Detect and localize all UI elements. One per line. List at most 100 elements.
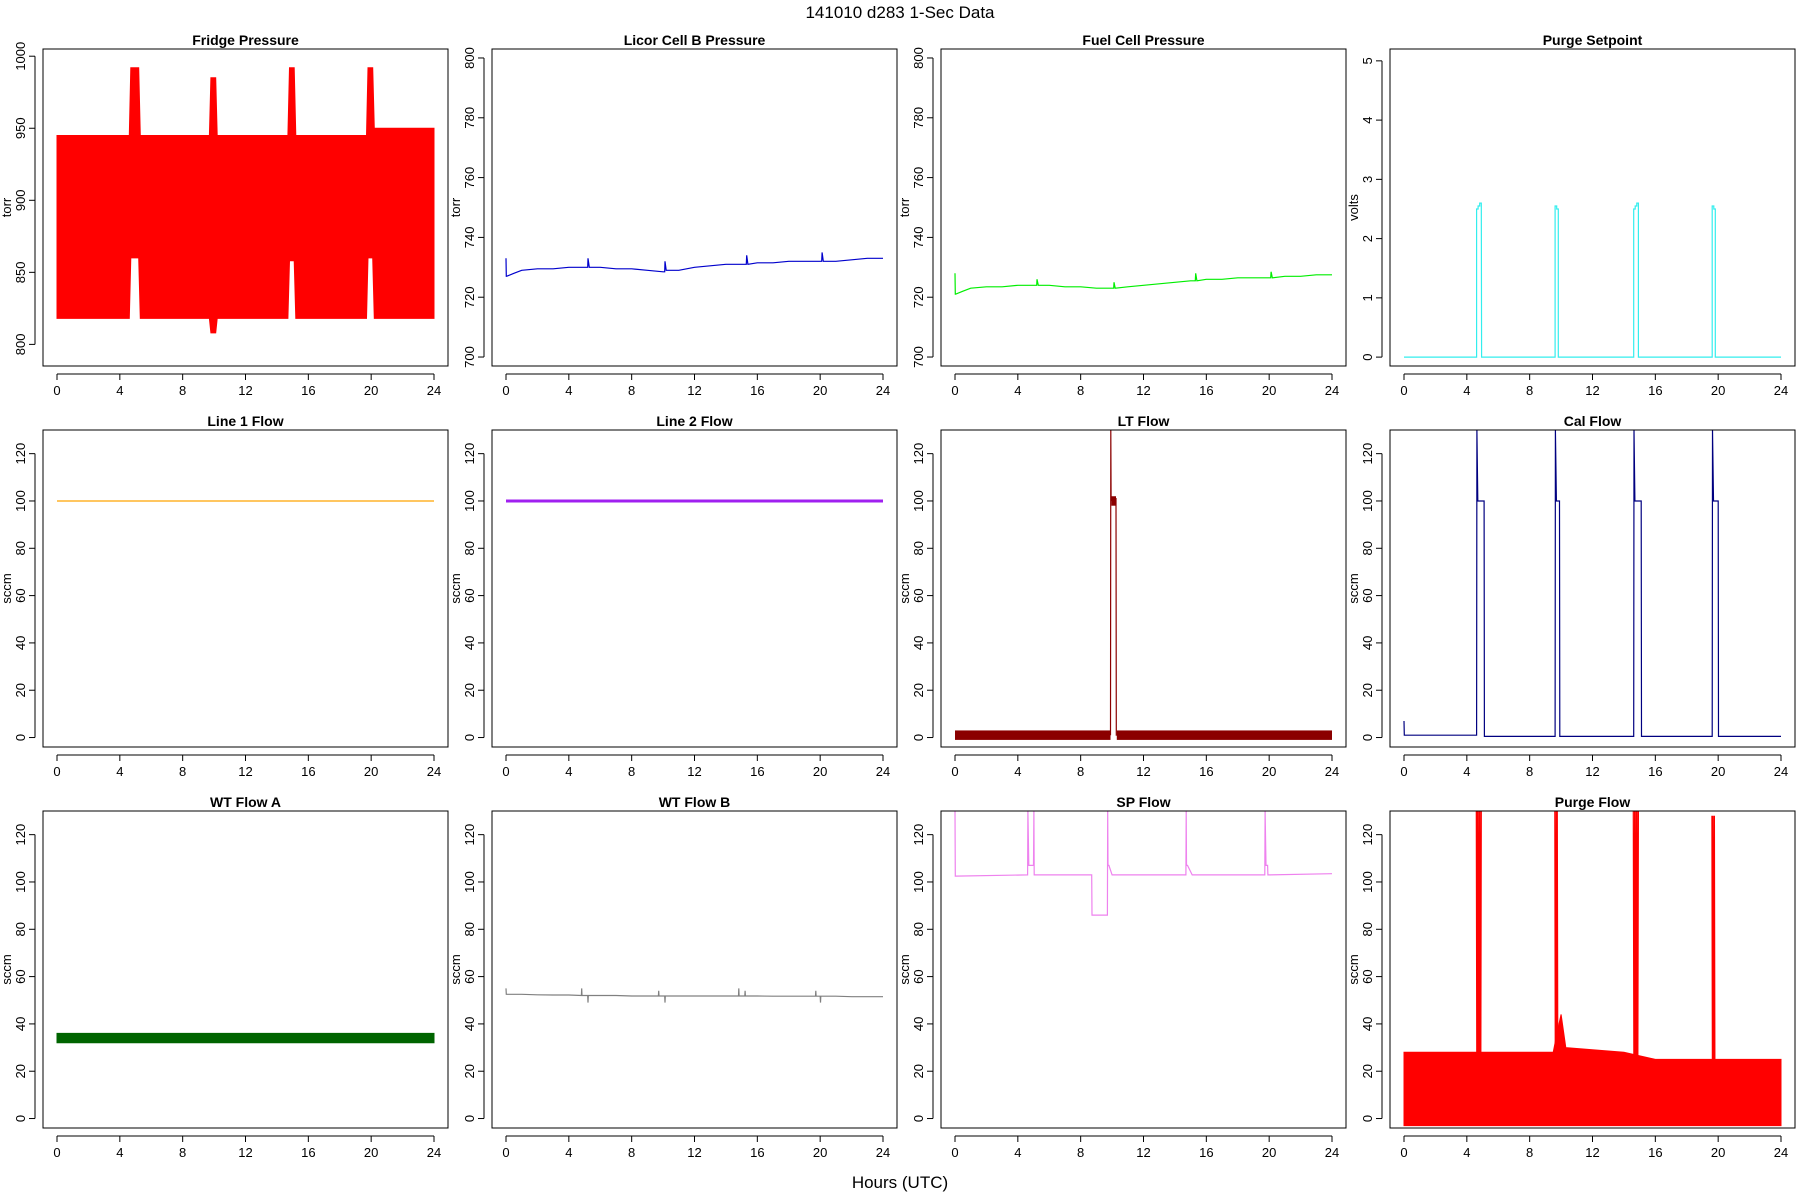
y-tick-label: 60: [911, 969, 926, 983]
y-tick-label: 900: [13, 189, 28, 211]
x-tick-label: 24: [1774, 1145, 1788, 1160]
x-tick-label: 16: [301, 764, 315, 779]
y-tick-label: 100: [462, 871, 477, 893]
panel-11: SP Flow 0 4 8 12 16 20 24 0 20 40 60 80 100 120 sccm: [897, 794, 1347, 1160]
x-tick-label: 12: [1585, 1145, 1599, 1160]
x-tick-label: 16: [1648, 764, 1662, 779]
data-band: [1403, 1014, 1782, 1127]
y-axis-label: torr: [448, 197, 463, 217]
y-tick-label: 720: [911, 286, 926, 308]
y-tick-label: 0: [1360, 1115, 1375, 1122]
x-tick-label: 8: [179, 1145, 186, 1160]
plot-frame: [491, 810, 898, 1129]
x-tick-label: 8: [1077, 1145, 1084, 1160]
panel-title: Line 2 Flow: [656, 413, 732, 429]
x-tick-label: 12: [1136, 1145, 1150, 1160]
plot-area: [1404, 202, 1781, 358]
panel-title: WT Flow B: [659, 794, 731, 810]
x-tick-label: 0: [53, 764, 60, 779]
y-tick-label: 80: [1360, 922, 1375, 936]
y-tick-label: 780: [911, 107, 926, 129]
y-tick-label: 120: [462, 443, 477, 465]
y-axis-label: sccm: [0, 954, 14, 984]
x-tick-label: 8: [179, 383, 186, 398]
y-axis-label: sccm: [897, 573, 912, 603]
series-line: [505, 252, 883, 277]
x-tick-label: 24: [876, 764, 890, 779]
y-tick-label: 800: [911, 47, 926, 69]
plot-area: [1403, 430, 1781, 738]
series-line: [505, 988, 883, 1003]
y-axis-label: torr: [0, 197, 14, 217]
y-tick-label: 120: [1360, 824, 1375, 846]
panel-9: WT Flow A 0 4 8 12 16 20 24 0 20 40 60 80 100 120 sccm: [0, 794, 449, 1160]
y-tick-label: 40: [462, 636, 477, 650]
x-tick-label: 16: [1199, 383, 1213, 398]
x-tick-label: 24: [427, 383, 441, 398]
y-tick-label: 60: [462, 588, 477, 602]
y-tick-label: 0: [462, 1115, 477, 1122]
figure-title: 141010 d283 1-Sec Data: [805, 3, 995, 22]
y-tick-label: 100: [911, 490, 926, 512]
y-tick-label: 60: [1360, 588, 1375, 602]
panel-title: SP Flow: [1116, 794, 1170, 810]
x-tick-label: 24: [876, 1145, 890, 1160]
x-tick-label: 20: [364, 1145, 378, 1160]
y-tick-label: 120: [1360, 443, 1375, 465]
x-tick-label: 4: [1463, 1145, 1470, 1160]
y-tick-label: 20: [13, 1064, 28, 1078]
y-tick-label: 20: [911, 1064, 926, 1078]
series-line: [954, 271, 1332, 295]
plot-frame: [940, 429, 1347, 748]
x-tick-label: 0: [1400, 764, 1407, 779]
y-tick-label: 80: [1360, 541, 1375, 555]
x-tick-label: 8: [1526, 383, 1533, 398]
y-tick-label: 0: [462, 734, 477, 741]
x-tick-label: 12: [687, 383, 701, 398]
series-line: [954, 811, 1333, 916]
plot-frame: [1389, 429, 1796, 748]
y-tick-label: 0: [13, 1115, 28, 1122]
y-tick-label: 700: [911, 346, 926, 368]
x-tick-label: 20: [1711, 383, 1725, 398]
plot-area: [505, 988, 883, 1003]
x-tick-label: 20: [1262, 1145, 1276, 1160]
y-tick-label: 0: [911, 1115, 926, 1122]
plot-area: [56, 1032, 435, 1044]
x-tick-label: 4: [1463, 383, 1470, 398]
y-tick-label: 0: [13, 734, 28, 741]
panel-title: Line 1 Flow: [207, 413, 283, 429]
data-band: [1116, 730, 1332, 740]
y-axis-label: sccm: [1346, 954, 1361, 984]
y-tick-label: 40: [13, 636, 28, 650]
data-band: [56, 67, 435, 334]
x-tick-label: 0: [951, 764, 958, 779]
y-tick-label: 5: [1360, 57, 1375, 64]
panel-6: Line 2 Flow 0 4 8 12 16 20 24 0 20 40 60 80 100 120 scc…: [448, 413, 898, 779]
x-tick-label: 12: [687, 1145, 701, 1160]
plot-frame: [940, 810, 1347, 1129]
y-tick-label: 100: [462, 490, 477, 512]
y-tick-label: 100: [911, 871, 926, 893]
plot-frame: [491, 48, 898, 367]
x-tick-label: 16: [750, 764, 764, 779]
x-tick-label: 4: [1014, 764, 1021, 779]
panel-title: Fridge Pressure: [192, 32, 299, 48]
y-tick-label: 60: [462, 969, 477, 983]
y-tick-label: 850: [13, 261, 28, 283]
x-tick-label: 8: [628, 764, 635, 779]
x-tick-label: 16: [750, 383, 764, 398]
x-tick-label: 24: [1774, 764, 1788, 779]
x-tick-label: 20: [813, 383, 827, 398]
x-tick-label: 12: [687, 764, 701, 779]
y-tick-label: 760: [911, 167, 926, 189]
x-tick-label: 12: [238, 383, 252, 398]
y-tick-label: 740: [462, 227, 477, 249]
x-tick-label: 8: [1077, 383, 1084, 398]
x-tick-label: 20: [1262, 764, 1276, 779]
x-tick-label: 20: [364, 383, 378, 398]
panel-title: WT Flow A: [210, 794, 281, 810]
x-tick-label: 24: [427, 1145, 441, 1160]
y-tick-label: 4: [1360, 116, 1375, 123]
